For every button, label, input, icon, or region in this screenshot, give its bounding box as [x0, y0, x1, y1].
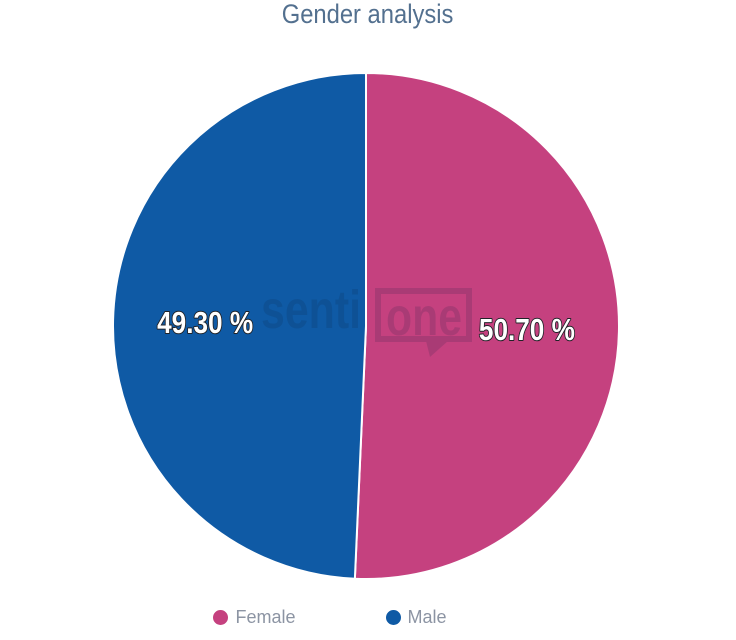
pie-slices: [112, 71, 621, 580]
data-label-female: 50.70 %: [479, 312, 575, 347]
watermark-bubble-tail: [426, 341, 448, 357]
sentione-watermark: senti one: [261, 280, 472, 357]
watermark-one-text: one: [386, 287, 462, 347]
legend-marker-male: [385, 609, 401, 625]
watermark-senti-text: senti: [261, 280, 361, 340]
legend-marker-female: [213, 609, 229, 625]
watermark-bubble-box: [375, 288, 472, 342]
pie-slice-female[interactable]: [353, 71, 621, 580]
chart-title: Gender analysis: [0, 0, 736, 31]
legend-label-male: Male: [407, 607, 447, 627]
pie-slice-male[interactable]: [112, 71, 367, 580]
chart-title-text: Gender analysis: [282, 0, 454, 29]
chart-legend: Female Male: [0, 606, 698, 628]
data-label-male: 49.30 %: [157, 305, 253, 340]
legend-item-female[interactable]: Female: [213, 606, 296, 628]
legend-item-male[interactable]: Male: [385, 606, 447, 628]
legend-label-female: Female: [235, 607, 296, 627]
